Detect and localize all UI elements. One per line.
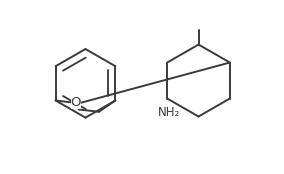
Text: O: O (71, 96, 81, 109)
Text: NH₂: NH₂ (158, 106, 180, 119)
